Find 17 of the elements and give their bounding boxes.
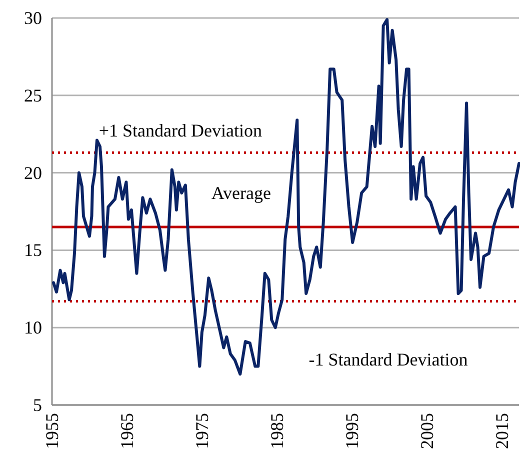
x-tick-label: 2005 (416, 413, 437, 449)
y-tick-label: 5 (33, 395, 42, 415)
line-series (52, 18, 520, 376)
y-tick-label: 15 (24, 240, 42, 260)
ref-line-label: -1 Standard Deviation (308, 349, 468, 370)
x-tick-label: 1955 (42, 413, 62, 449)
x-tick-label: 2015 (492, 413, 512, 449)
y-tick-label: 20 (24, 162, 42, 183)
y-tick-label: 30 (24, 8, 42, 28)
x-tick-label: 1975 (192, 413, 212, 449)
x-tick-label: 1995 (342, 413, 362, 449)
ref-line-label: +1 Standard Deviation (98, 120, 262, 141)
x-tick-label: 1965 (116, 413, 137, 449)
ref-line-label: Average (211, 182, 271, 203)
x-tick-label: 1985 (266, 413, 287, 449)
y-tick-label: 10 (24, 318, 42, 338)
y-tick-label: 25 (24, 85, 42, 106)
